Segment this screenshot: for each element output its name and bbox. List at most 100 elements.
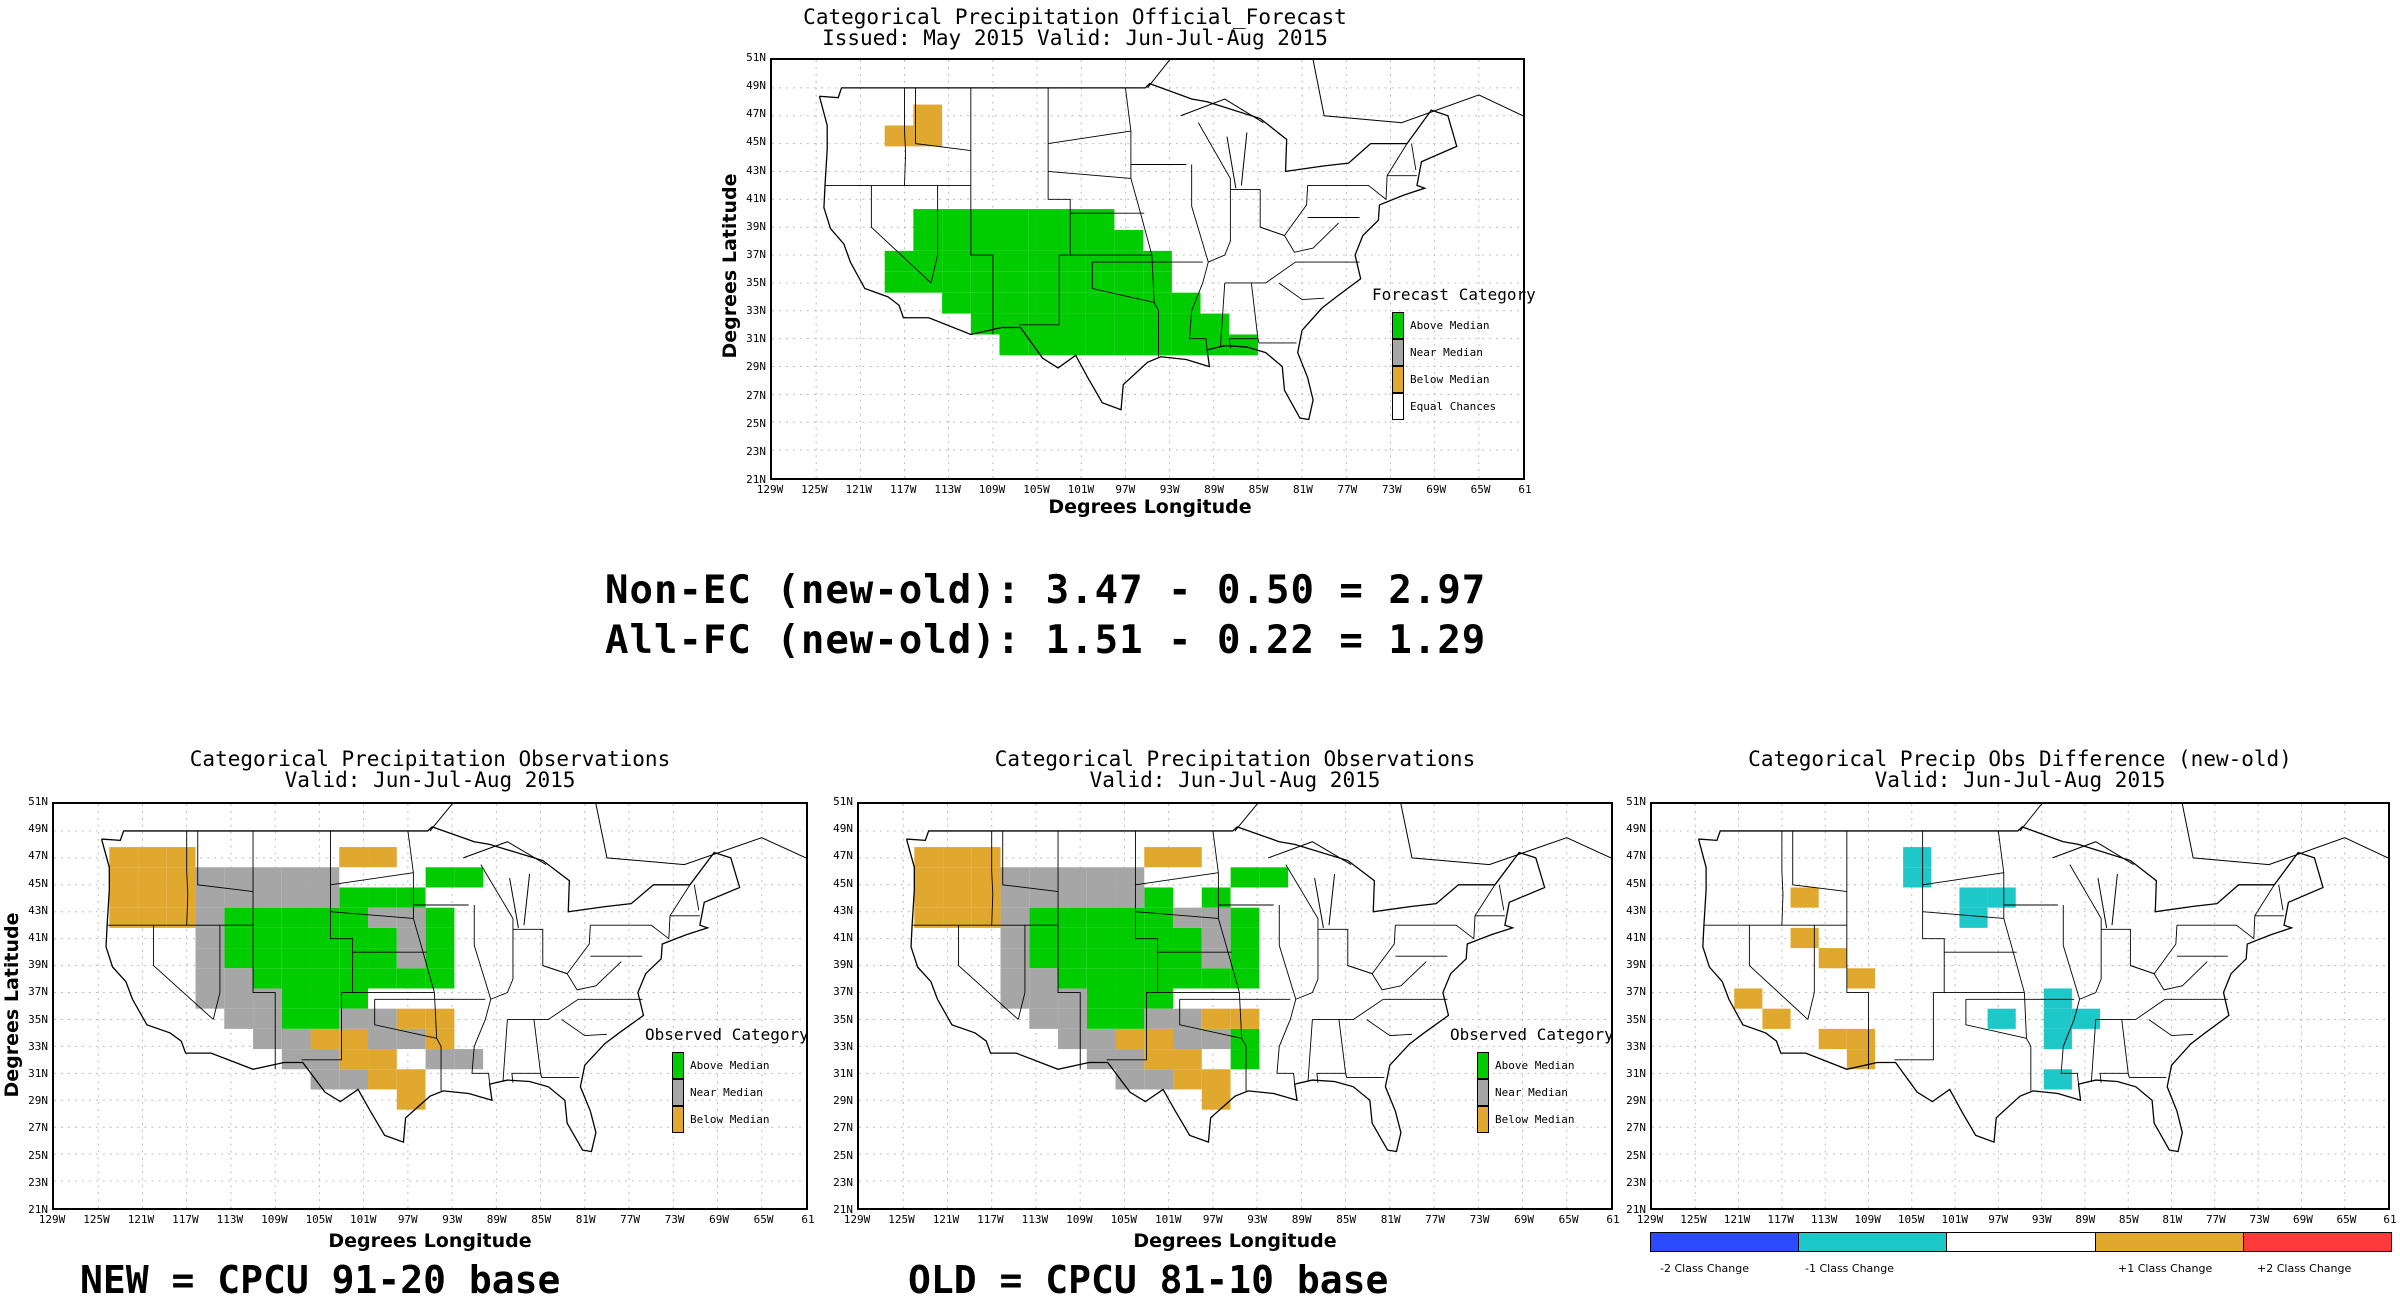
grid-cell-above — [1230, 1049, 1260, 1070]
lat-tick: 21N — [1626, 1203, 1646, 1216]
grid-cell-near — [1058, 988, 1087, 1009]
grid-cell-above — [310, 907, 340, 928]
coastline — [429, 804, 453, 832]
grid-cell-below — [1173, 1069, 1202, 1090]
grid-cell-above — [1056, 292, 1086, 314]
state-border — [693, 884, 700, 911]
lat-tick: 39N — [833, 958, 853, 972]
grid-cell-above — [224, 927, 254, 949]
grid-cell-above — [1115, 1008, 1145, 1029]
grid-cell-above — [1230, 867, 1260, 888]
coastline — [2111, 873, 2118, 926]
lon-tick: 121W — [127, 1213, 155, 1226]
state-border — [2278, 884, 2284, 911]
grid-cell-above — [1114, 313, 1144, 335]
state-border — [407, 830, 442, 1091]
grid-cell-near — [1144, 1069, 1174, 1090]
lon-tick: 129W — [38, 1213, 66, 1226]
coastline — [1312, 60, 1523, 124]
grid-cell-above — [1056, 209, 1086, 230]
grid-cell-near — [396, 948, 426, 969]
grid-cell-near — [454, 1049, 484, 1070]
grid-cell-below — [913, 125, 943, 147]
grid-cell-above — [1086, 1008, 1116, 1029]
lon-tick: 109W — [261, 1213, 288, 1226]
grid-cell-below — [425, 1008, 455, 1029]
grid-cell-near — [1173, 1008, 1202, 1029]
grid-cell-below — [138, 847, 167, 868]
old-map — [857, 802, 1613, 1210]
lat-tick: 37N — [746, 247, 766, 261]
grid-cell-above — [1058, 968, 1087, 989]
colorbar-label-minus1: -1 Class Change — [1805, 1262, 1895, 1275]
grid-cell-below — [1144, 1049, 1174, 1070]
grid-cell-below — [166, 887, 196, 908]
state-border — [1260, 185, 1309, 237]
lat-tick: 37N — [833, 985, 853, 999]
lon-tick: 109W — [1854, 1213, 1881, 1226]
grid-cell-plus1 — [1734, 988, 1763, 1009]
coastline — [2097, 877, 2108, 928]
grid-cell-near — [368, 1028, 397, 1050]
grid-cell-above — [1085, 334, 1115, 356]
lon-tick: 89W — [1204, 483, 1225, 496]
grid-cell-below — [1115, 1028, 1145, 1050]
grid-cell-above — [1144, 887, 1174, 908]
diff-map — [1650, 802, 2390, 1210]
coastline — [1314, 877, 1324, 928]
lon-tick: 113W — [1021, 1213, 1049, 1226]
grid-cell-above — [1114, 229, 1144, 251]
lon-tick: 61 — [801, 1213, 815, 1226]
stats-line2: All-FC (new-old): 1.51 - 0.22 = 1.29 — [605, 618, 1487, 663]
lat-tick: 21N — [833, 1203, 853, 1216]
grid-cell-above — [454, 867, 484, 888]
grid-cell-above — [1086, 988, 1116, 1009]
legend-row-above: Above Median — [1477, 1052, 1614, 1079]
coastline — [1226, 136, 1237, 189]
state-border — [511, 1019, 542, 1083]
state-border — [870, 185, 932, 284]
grid-cell-below — [138, 887, 167, 908]
grid-cell-above — [253, 948, 282, 969]
colorbar-plus2 — [2243, 1233, 2392, 1251]
state-border — [1230, 189, 1285, 236]
state-border — [1317, 928, 1373, 975]
grid-cell-above — [1085, 313, 1115, 335]
diff-title-line1: Categorical Precip Obs Difference (new-o… — [1748, 747, 2292, 771]
grid-cell-above — [425, 927, 455, 949]
lon-tick: 69W — [709, 1213, 729, 1226]
grid-cell-near — [1115, 867, 1145, 888]
grid-cell-above — [884, 271, 914, 293]
grid-cell-above — [368, 968, 397, 989]
legend-label: Near Median — [1495, 1086, 1568, 1099]
grid-cell-above — [253, 968, 282, 989]
lat-tick: 31N — [746, 332, 766, 346]
grid-cell-above — [1114, 334, 1144, 356]
grid-cell-near — [1201, 907, 1231, 928]
grid-cell-above — [1086, 968, 1116, 989]
lat-tick: 29N — [833, 1094, 853, 1108]
us-outline — [905, 826, 1546, 1153]
grid-cell-above — [1028, 229, 1057, 251]
coastline — [1328, 873, 1336, 926]
state-border — [153, 925, 214, 1020]
grid-cell-above — [1058, 907, 1087, 928]
grid-cell-above — [1085, 250, 1115, 272]
state-border — [1091, 262, 1155, 303]
state-border — [540, 1073, 580, 1078]
grid-cell-above — [1029, 948, 1059, 969]
state-border — [197, 830, 254, 892]
grid-cell-near — [1000, 867, 1030, 888]
state-border — [1922, 911, 2004, 919]
grid-cell-above — [999, 209, 1029, 230]
grid-cell-above — [1085, 229, 1115, 251]
grid-cell-minus1 — [1987, 1008, 2016, 1029]
colorbar-minus2 — [1651, 1233, 1800, 1251]
grid-cell-above — [310, 927, 340, 949]
lat-tick: 35N — [833, 1012, 853, 1026]
state-border — [2095, 998, 2228, 1020]
grid-cell-above — [1144, 907, 1174, 928]
grid-cell-above — [1058, 927, 1087, 949]
grid-cell-minus1 — [2043, 1069, 2072, 1090]
state-border — [1179, 999, 1242, 1039]
